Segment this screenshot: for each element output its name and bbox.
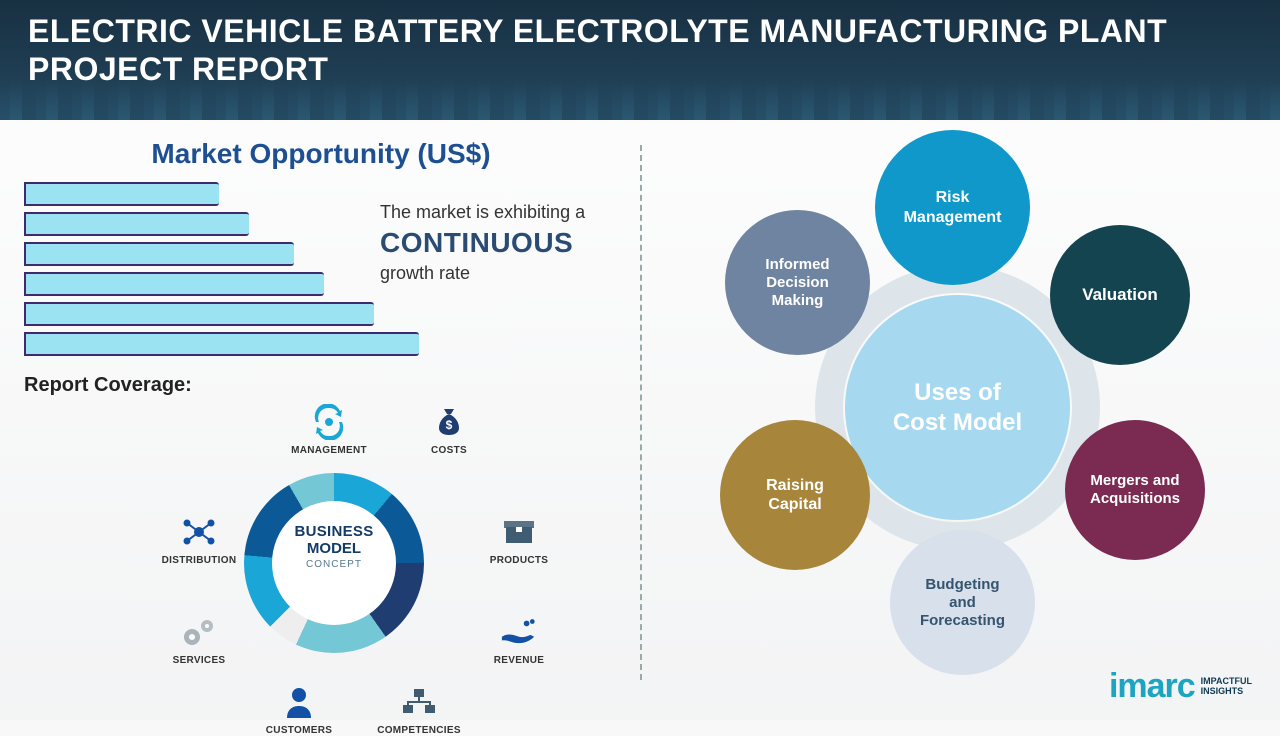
brand-name: imarc <box>1109 667 1195 706</box>
bar <box>24 272 324 296</box>
header-banner: ELECTRIC VEHICLE BATTERY ELECTROLYTE MAN… <box>0 0 1280 120</box>
bm-item-management: MANAGEMENT <box>274 403 384 456</box>
bm-item-label: DISTRIBUTION <box>162 555 237 566</box>
bm-item-customers: CUSTOMERS <box>244 683 354 736</box>
bulb-cycle-icon <box>310 403 348 441</box>
cost-node-raising-capital: RaisingCapital <box>720 420 870 570</box>
growth-line1: The market is exhibiting a <box>380 202 610 223</box>
cost-node-valuation: Valuation <box>1050 225 1190 365</box>
bm-item-label: PRODUCTS <box>490 555 549 566</box>
cost-model-center-label: Uses ofCost Model <box>893 378 1022 438</box>
opportunity-heading: Market Opportunity (US$) <box>24 138 618 170</box>
bm-center-line1: BUSINESS <box>269 523 399 540</box>
gears-icon <box>180 613 218 651</box>
report-title: ELECTRIC VEHICLE BATTERY ELECTROLYTE MAN… <box>28 12 1252 89</box>
bm-item-label: COSTS <box>431 445 467 456</box>
bm-item-services: SERVICES <box>144 613 254 666</box>
cost-node-budgeting-and-forecasting: BudgetingandForecasting <box>890 530 1035 675</box>
person-icon <box>280 683 318 721</box>
bm-item-label: MANAGEMENT <box>291 445 367 456</box>
org-chart-icon <box>400 683 438 721</box>
growth-caption: The market is exhibiting a CONTINUOUS gr… <box>380 202 610 284</box>
cost-model-diagram: Uses ofCost Model RiskManagementValuatio… <box>670 130 1240 690</box>
cost-node-informed-decision-making: InformedDecisionMaking <box>725 210 870 355</box>
box-icon <box>500 513 538 551</box>
bm-item-costs: $ COSTS <box>394 403 504 456</box>
brand-tagline1: IMPACTFUL <box>1201 676 1252 686</box>
bm-item-label: REVENUE <box>494 655 544 666</box>
cost-node-mergers-and-acquisitions: Mergers andAcquisitions <box>1065 420 1205 560</box>
bm-center-line3: CONCEPT <box>269 559 399 570</box>
money-bag-icon: $ <box>430 403 468 441</box>
cost-node-risk-management: RiskManagement <box>875 130 1030 285</box>
bar <box>24 212 249 236</box>
business-model-center: BUSINESS MODEL CONCEPT <box>269 523 399 570</box>
bar <box>24 302 374 326</box>
bar <box>24 332 419 356</box>
growth-line3: growth rate <box>380 263 610 284</box>
hand-coins-icon <box>500 613 538 651</box>
coverage-label: Report Coverage: <box>24 374 618 397</box>
bm-item-label: CUSTOMERS <box>266 725 332 736</box>
growth-emphasis: CONTINUOUS <box>380 227 610 259</box>
bar <box>24 182 219 206</box>
bm-item-label: COMPETENCIES <box>377 725 461 736</box>
bm-item-distribution: DISTRIBUTION <box>144 513 254 566</box>
bm-item-revenue: REVENUE <box>464 613 574 666</box>
bm-item-label: SERVICES <box>173 655 226 666</box>
brand-logo: imarc IMPACTFUL INSIGHTS <box>1109 667 1252 706</box>
cost-model-center: Uses ofCost Model <box>845 295 1070 520</box>
business-model-diagram: BUSINESS MODEL CONCEPT MANAGEMENT $ COSTS P… <box>64 403 584 703</box>
bm-item-products: PRODUCTS <box>464 513 574 566</box>
svg-text:$: $ <box>446 418 453 432</box>
opportunity-bar-chart <box>24 182 404 356</box>
bm-center-line2: MODEL <box>269 540 399 557</box>
bar <box>24 242 294 266</box>
brand-tagline2: INSIGHTS <box>1201 686 1244 696</box>
network-icon <box>180 513 218 551</box>
bm-item-competencies: COMPETENCIES <box>364 683 474 736</box>
